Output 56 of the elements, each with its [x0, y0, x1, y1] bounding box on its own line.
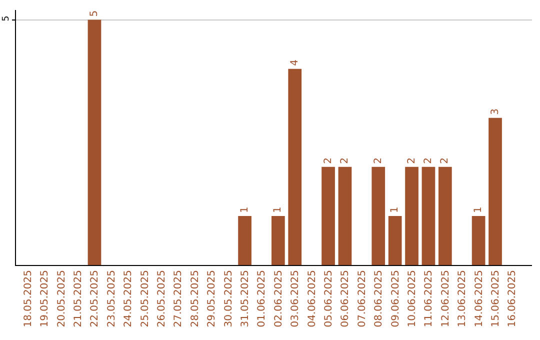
x-tick-label: 23.05.2025 — [106, 270, 118, 328]
x-tick-label: 26.05.2025 — [156, 270, 168, 328]
data-label: 5 — [88, 10, 100, 17]
data-label: 1 — [473, 206, 484, 213]
data-label: 2 — [339, 158, 350, 164]
x-tick-label: 11.06.2025 — [424, 270, 435, 328]
x-tick-label: 21.05.2025 — [73, 270, 84, 328]
bar — [372, 166, 386, 265]
bar — [238, 216, 252, 265]
x-tick-label: 22.05.2025 — [90, 270, 101, 328]
data-label: 4 — [289, 59, 300, 66]
data-label: 2 — [440, 158, 451, 164]
data-label: 2 — [372, 158, 384, 164]
x-tick-label: 07.06.2025 — [356, 270, 368, 328]
data-label: 2 — [406, 158, 418, 164]
x-tick-label: 03.06.2025 — [290, 270, 302, 328]
bar — [88, 20, 102, 265]
x-tick-label: 20.05.2025 — [56, 270, 68, 328]
bar — [405, 166, 418, 265]
data-label: 1 — [239, 206, 250, 213]
data-label: 2 — [322, 158, 334, 164]
x-tick-label: 06.06.2025 — [340, 270, 352, 328]
x-tick-label: 16.06.2025 — [507, 270, 518, 328]
bar — [272, 216, 285, 265]
bar — [488, 118, 502, 265]
x-tick-label: 18.05.2025 — [22, 270, 34, 328]
data-label: 3 — [490, 108, 501, 115]
x-tick-label: 25.05.2025 — [140, 270, 151, 328]
x-tick-label: 24.05.2025 — [123, 270, 134, 328]
x-tick-label: 28.05.2025 — [190, 270, 201, 328]
x-tick-label: 27.05.2025 — [173, 270, 184, 328]
bar — [338, 166, 352, 265]
bar — [472, 216, 486, 265]
bar — [422, 166, 436, 265]
x-tick-label: 12.06.2025 — [440, 270, 452, 328]
bar — [322, 166, 335, 265]
x-tick-label: 04.06.2025 — [306, 270, 318, 328]
data-label: 1 — [272, 206, 284, 213]
x-tick-label: 09.06.2025 — [390, 270, 402, 328]
bar — [388, 216, 402, 265]
x-tick-label: 10.06.2025 — [407, 270, 418, 328]
x-tick-label: 02.06.2025 — [273, 270, 284, 328]
x-tick-label: 13.06.2025 — [457, 270, 468, 328]
x-tick-label: 29.05.2025 — [206, 270, 218, 328]
x-tick-label: 01.06.2025 — [256, 270, 268, 328]
data-label: 2 — [422, 158, 434, 164]
x-tick-label: 31.05.2025 — [240, 270, 252, 328]
x-tick-label: 15.06.2025 — [490, 270, 502, 328]
bar — [438, 166, 452, 265]
bar — [288, 68, 302, 265]
x-tick-label: 14.06.2025 — [474, 270, 485, 328]
x-tick-label: 19.05.2025 — [40, 270, 51, 328]
x-tick-label: 05.06.2025 — [324, 270, 335, 328]
data-label: 1 — [390, 206, 401, 213]
x-tick-label: 30.05.2025 — [223, 270, 234, 328]
x-tick-label: 08.06.2025 — [374, 270, 385, 328]
